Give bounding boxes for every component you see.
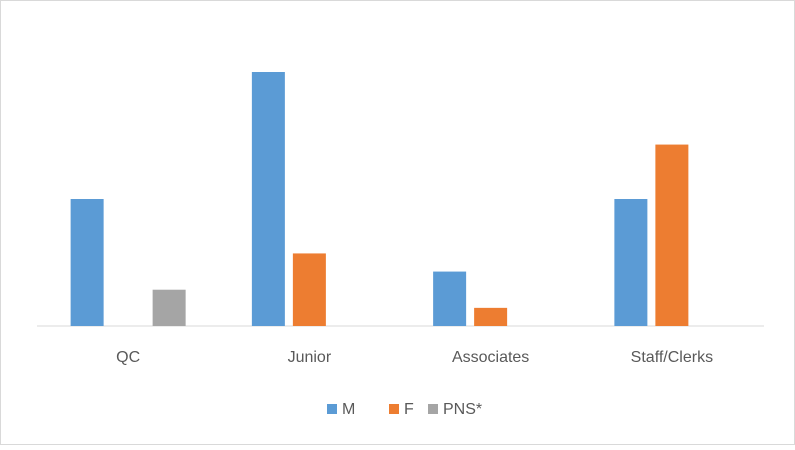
x-tick-label: Junior xyxy=(288,349,332,366)
bar xyxy=(655,144,689,326)
bar xyxy=(251,72,285,326)
legend-label: PNS* xyxy=(443,401,482,418)
legend-swatch xyxy=(428,404,438,414)
bar xyxy=(70,199,104,326)
legend-label: F xyxy=(404,401,414,418)
legend-swatch xyxy=(327,404,337,414)
x-tick-label: Staff/Clerks xyxy=(631,349,713,366)
bar xyxy=(614,199,648,326)
bar xyxy=(433,271,467,326)
x-tick-label: QC xyxy=(116,349,140,366)
bar xyxy=(152,289,186,326)
x-tick-label: Associates xyxy=(452,349,529,366)
bar xyxy=(292,253,326,326)
bar xyxy=(474,307,508,326)
legend-label: M xyxy=(342,401,355,418)
legend-swatch xyxy=(389,404,399,414)
